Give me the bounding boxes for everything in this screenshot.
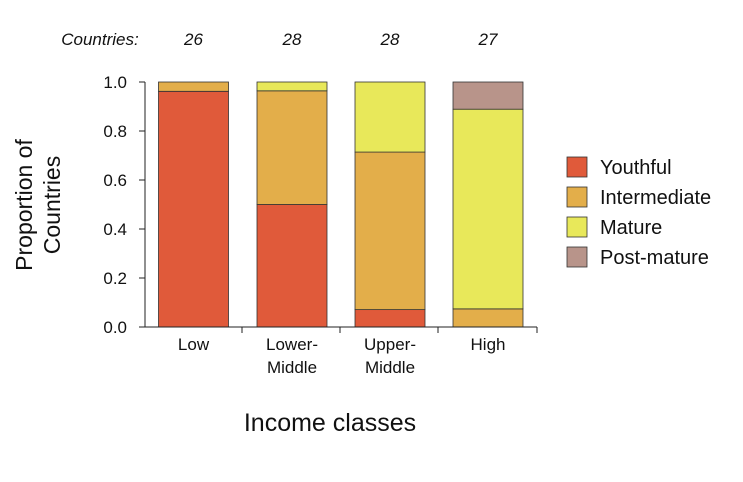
country-count: 28 — [282, 30, 302, 49]
country-count: 28 — [380, 30, 400, 49]
x-tick-label: Upper- — [364, 335, 416, 354]
bar-youthful-1 — [256, 204, 328, 328]
legend-label: Mature — [600, 217, 662, 239]
bar-intermediate-2 — [354, 151, 426, 311]
x-tick-label: Low — [178, 335, 210, 354]
x-tick-label: Lower- — [266, 335, 318, 354]
x-tick-label: Middle — [365, 358, 415, 377]
bar-intermediate-1 — [256, 90, 328, 205]
legend-swatch — [566, 186, 588, 208]
country-count: 26 — [183, 30, 203, 49]
legend-label: Post-mature — [600, 247, 709, 269]
bar-post-mature-3 — [452, 81, 524, 110]
countries-label: Countries: — [61, 30, 139, 49]
country-count: 27 — [478, 30, 498, 49]
bar-youthful-0 — [158, 90, 229, 328]
legend-swatch — [566, 156, 588, 178]
bar-mature-1 — [256, 81, 328, 92]
legend-swatch — [566, 216, 588, 238]
x-tick-label: Middle — [267, 358, 317, 377]
y-tick-label: 0.8 — [103, 122, 127, 141]
y-tick-label: 0.4 — [103, 220, 127, 239]
bar-intermediate-3 — [452, 308, 524, 328]
y-axis-title-line: Countries — [39, 156, 65, 254]
y-tick-label: 1.0 — [103, 73, 127, 92]
x-axis-title: Income classes — [244, 409, 416, 437]
y-tick-label: 0.6 — [103, 171, 127, 190]
y-axis-title-line: Proportion of — [11, 139, 37, 271]
y-axis-title: Proportion ofCountries — [11, 139, 65, 271]
y-tick-label: 0.0 — [103, 318, 127, 337]
x-tick-label: High — [471, 335, 506, 354]
y-tick-label: 0.2 — [103, 269, 127, 288]
bar-mature-3 — [452, 108, 524, 310]
bar-mature-2 — [354, 81, 426, 153]
bar-intermediate-0 — [158, 81, 229, 92]
legend-swatch — [566, 246, 588, 268]
bar-youthful-2 — [354, 309, 426, 328]
legend-label: Youthful — [600, 157, 672, 179]
legend-label: Intermediate — [600, 187, 711, 209]
